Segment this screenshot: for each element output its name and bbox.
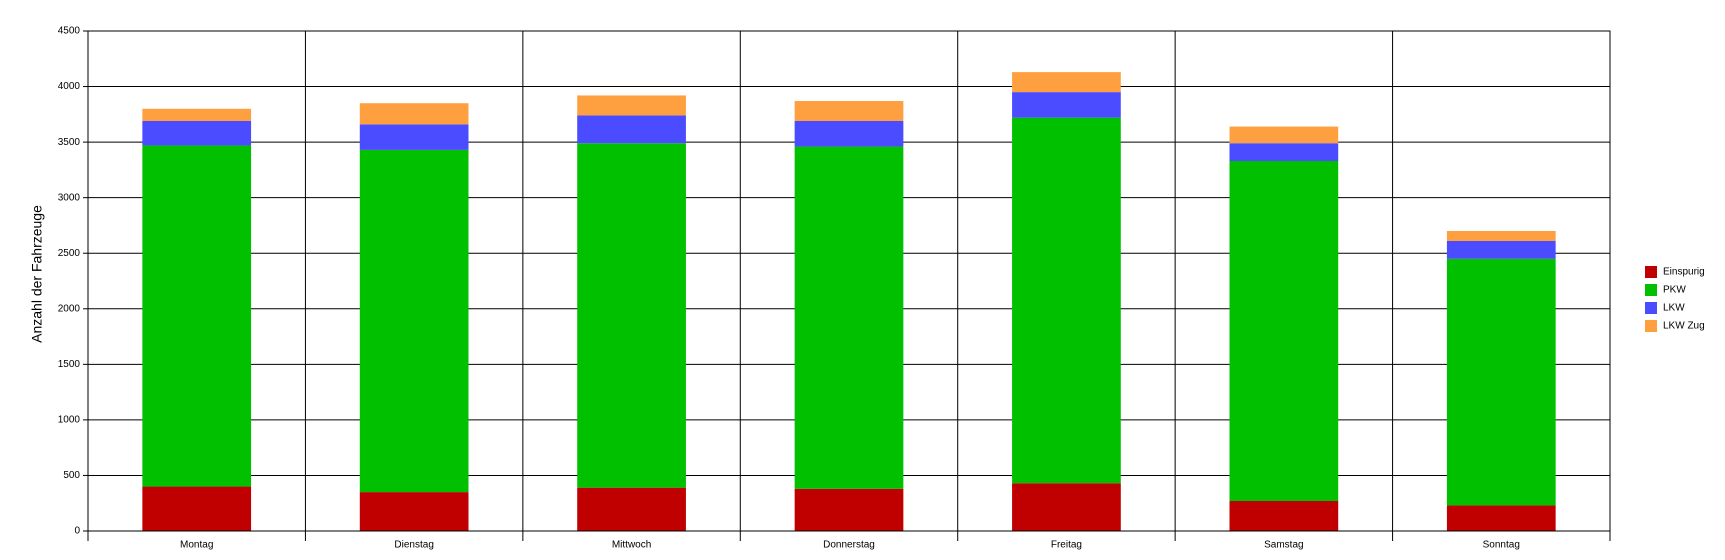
y-tick-label: 2500 bbox=[58, 248, 81, 259]
bar-segment bbox=[794, 488, 904, 531]
bar-segment bbox=[577, 487, 686, 531]
bar-segment bbox=[142, 108, 252, 121]
bar-segment bbox=[577, 143, 686, 488]
x-tick-label: Donnerstag bbox=[823, 540, 875, 551]
bar-segment bbox=[1229, 501, 1339, 531]
legend-label: PKW bbox=[1663, 285, 1686, 296]
x-tick-label: Sonntag bbox=[1483, 540, 1520, 551]
bar-segment bbox=[577, 115, 686, 144]
bar-segment bbox=[142, 145, 252, 487]
x-tick-label: Montag bbox=[180, 540, 213, 551]
y-tick-label: 500 bbox=[63, 470, 80, 481]
legend-swatch bbox=[1645, 284, 1657, 296]
bar-segment bbox=[359, 492, 469, 531]
legend-swatch bbox=[1645, 302, 1657, 314]
bar-segment bbox=[1446, 258, 1556, 506]
y-tick-label: 3500 bbox=[58, 137, 81, 148]
x-tick-label: Samstag bbox=[1264, 540, 1303, 551]
bar-segment bbox=[1446, 505, 1556, 531]
bar-segment bbox=[359, 149, 469, 493]
y-tick-label: 1500 bbox=[58, 359, 81, 370]
bar-segment bbox=[1012, 72, 1121, 93]
bar-segment bbox=[1012, 92, 1121, 118]
bar-segment bbox=[1012, 483, 1121, 531]
bar-segment bbox=[1229, 143, 1339, 161]
x-tick-label: Freitag bbox=[1051, 540, 1082, 551]
legend-label: LKW Zug bbox=[1663, 321, 1705, 332]
bar-segment bbox=[1229, 126, 1339, 144]
bar-segment bbox=[142, 121, 252, 146]
bar-segment bbox=[794, 121, 904, 147]
x-tick-label: Dienstag bbox=[394, 540, 433, 551]
bar-segment bbox=[577, 95, 686, 116]
y-tick-label: 4000 bbox=[58, 81, 81, 92]
legend-swatch bbox=[1645, 266, 1657, 278]
bar-segment bbox=[794, 101, 904, 121]
bar-segment bbox=[1012, 117, 1121, 484]
bar-segment bbox=[1446, 241, 1556, 259]
y-tick-label: 4500 bbox=[58, 26, 81, 37]
x-tick-label: Mittwoch bbox=[612, 540, 651, 551]
legend-label: Einspurig bbox=[1663, 267, 1705, 278]
bar-segment bbox=[359, 103, 469, 125]
y-tick-label: 1000 bbox=[58, 415, 81, 426]
bar-segment bbox=[794, 146, 904, 489]
bar-segment bbox=[1229, 161, 1339, 501]
bar-segment bbox=[1446, 231, 1556, 241]
bar-segment bbox=[142, 486, 252, 531]
legend-label: LKW bbox=[1663, 303, 1685, 314]
y-tick-label: 2000 bbox=[58, 303, 81, 314]
y-tick-label: 3000 bbox=[58, 192, 81, 203]
legend-swatch bbox=[1645, 320, 1657, 332]
y-axis-title: Anzahl der Fahrzeuge bbox=[29, 205, 45, 343]
y-tick-label: 0 bbox=[74, 526, 80, 537]
plot-border bbox=[87, 30, 1611, 532]
bar-segment bbox=[359, 124, 469, 150]
